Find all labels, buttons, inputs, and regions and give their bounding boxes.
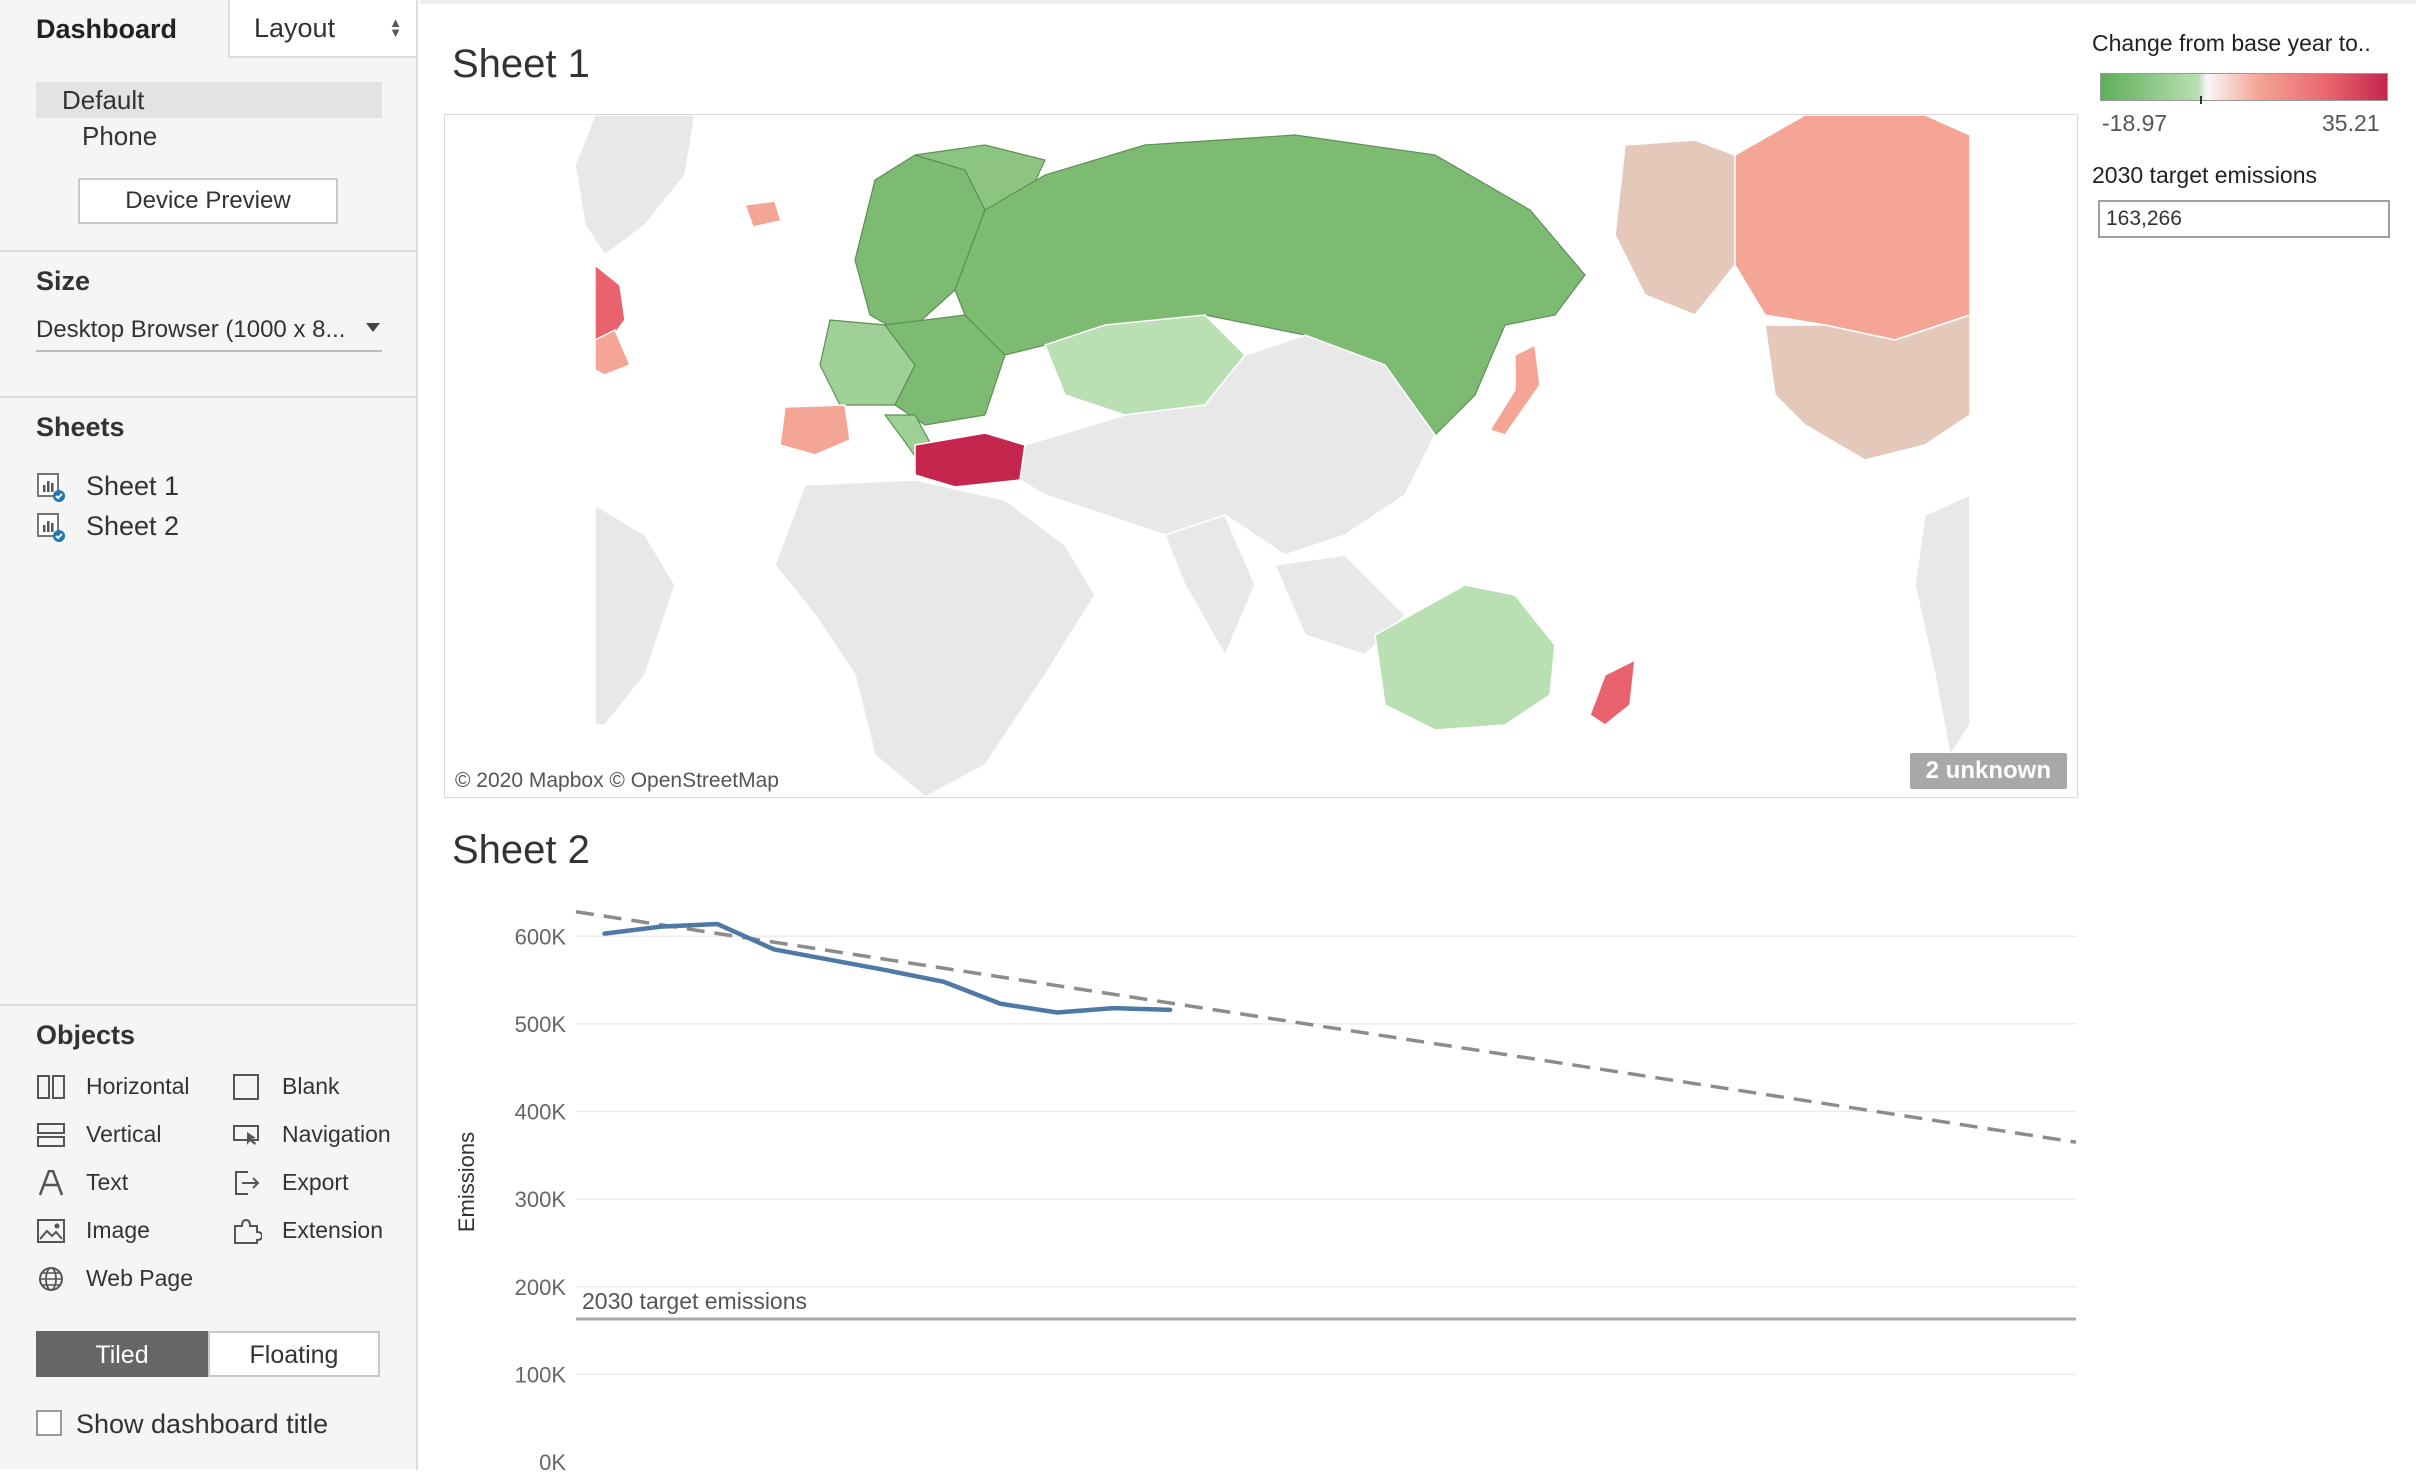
color-legend-midpoint-tick — [2200, 96, 2202, 104]
target-emissions-input[interactable] — [2098, 200, 2390, 238]
color-legend-min: -18.97 — [2102, 110, 2167, 137]
text-icon — [36, 1170, 66, 1196]
map-region-new-zealand — [1590, 660, 1635, 725]
map-region-australia — [1375, 585, 1555, 730]
object-label: Extension — [282, 1210, 383, 1250]
data-point[interactable] — [999, 1002, 1003, 1006]
data-point[interactable] — [1055, 1011, 1059, 1015]
device-phone[interactable]: Phone — [82, 118, 157, 154]
object-label: Image — [86, 1210, 150, 1250]
data-point[interactable] — [1168, 1008, 1172, 1012]
map-region-greenland — [575, 115, 695, 255]
horizontal-container-icon — [36, 1074, 66, 1100]
divider — [0, 396, 418, 398]
floating-toggle[interactable]: Floating — [208, 1331, 380, 1377]
sheet-item-label: Sheet 2 — [86, 506, 179, 546]
y-tick-label: 200K — [515, 1275, 567, 1300]
panel-tabs: Dashboard Layout ▲ ▼ — [0, 0, 418, 58]
series-line-emissions[interactable] — [604, 924, 1170, 1012]
show-dashboard-title-checkbox[interactable] — [36, 1410, 62, 1436]
object-label: Export — [282, 1162, 348, 1202]
sheet2-title: Sheet 2 — [452, 828, 590, 873]
y-tick-label: 300K — [515, 1187, 567, 1212]
object-label: Navigation — [282, 1114, 391, 1154]
image-icon — [36, 1218, 66, 1244]
sheet1-title: Sheet 1 — [452, 42, 590, 87]
device-default[interactable]: Default — [36, 82, 382, 118]
y-tick-label: 100K — [515, 1362, 567, 1387]
choropleth-map[interactable] — [445, 115, 2077, 797]
size-section-title: Size — [36, 266, 90, 297]
line-chart-svg[interactable]: 0K 100K 200K 300K 400K 500K 600K Emissions 203… — [444, 880, 2084, 1470]
dashboard-side-panel: Dashboard Layout ▲ ▼ Default Phone Device… — [0, 0, 418, 1470]
data-point[interactable] — [1112, 1006, 1116, 1010]
sheet2-line-chart[interactable]: 0K 100K 200K 300K 400K 500K 600K Emissions 203… — [444, 880, 2084, 1470]
globe-icon — [36, 1266, 66, 1292]
top-border — [420, 0, 2416, 4]
size-dropdown[interactable]: Desktop Browser (1000 x 8... — [36, 310, 382, 352]
sheet1-map[interactable]: © 2020 Mapbox © OpenStreetMap 2 unknown — [444, 114, 2078, 798]
map-region-south-america — [1915, 495, 1970, 755]
map-region-uk-ireland — [595, 330, 630, 375]
trend-line[interactable] — [576, 912, 2076, 1142]
map-region-japan — [1490, 345, 1540, 435]
object-label: Vertical — [86, 1114, 161, 1154]
data-point[interactable] — [716, 922, 720, 926]
data-point[interactable] — [772, 947, 776, 951]
tab-dashboard[interactable]: Dashboard — [0, 0, 228, 58]
vertical-container-icon — [36, 1122, 66, 1148]
map-region-canada — [1735, 115, 1970, 340]
sheet-item-label: Sheet 1 — [86, 466, 179, 506]
tab-layout-label: Layout — [254, 13, 335, 43]
reference-line-label: 2030 target emissions — [582, 1288, 807, 1314]
worksheet-icon — [36, 512, 66, 542]
map-region-iceland — [745, 201, 781, 227]
map-region-uk-ireland — [595, 265, 625, 340]
object-label: Web Page — [86, 1258, 193, 1298]
y-tick-label: 500K — [515, 1012, 567, 1037]
size-dropdown-value: Desktop Browser (1000 x 8... — [36, 316, 345, 343]
worksheet-icon — [36, 472, 66, 502]
export-icon — [232, 1170, 262, 1196]
unknown-locations-badge[interactable]: 2 unknown — [1910, 753, 2067, 789]
data-point[interactable] — [885, 968, 889, 972]
chevron-down-icon — [366, 323, 380, 332]
data-point[interactable] — [829, 958, 833, 962]
map-region-africa — [775, 480, 1095, 797]
data-point[interactable] — [942, 980, 946, 984]
map-region-spain — [780, 405, 850, 455]
updown-arrows-icon: ▲ ▼ — [389, 18, 402, 38]
blank-icon — [232, 1074, 262, 1100]
map-region-south-asia — [1165, 515, 1255, 655]
parameter-title: 2030 target emissions — [2092, 162, 2317, 189]
sheets-section-title: Sheets — [36, 412, 125, 443]
map-region-alaska — [1615, 140, 1735, 315]
color-legend-gradient — [2100, 73, 2388, 101]
objects-section-title: Objects — [36, 1020, 135, 1051]
tiled-toggle[interactable]: Tiled — [36, 1331, 208, 1377]
object-label: Text — [86, 1162, 128, 1202]
map-attribution: © 2020 Mapbox © OpenStreetMap — [455, 769, 779, 793]
show-dashboard-title-label: Show dashboard title — [76, 1404, 328, 1444]
divider — [0, 1004, 418, 1006]
object-label: Horizontal — [86, 1066, 190, 1106]
y-tick-label: 600K — [515, 924, 567, 949]
y-tick-label: 400K — [515, 1100, 567, 1125]
y-tick-label: 0K — [539, 1450, 566, 1470]
navigation-icon — [232, 1122, 262, 1148]
device-preview-button[interactable]: Device Preview — [78, 178, 338, 224]
extension-icon — [232, 1218, 262, 1244]
y-axis-label: Emissions — [454, 1132, 479, 1232]
object-label: Blank — [282, 1066, 340, 1106]
map-region-turkey — [915, 433, 1025, 487]
divider — [0, 250, 418, 252]
color-legend-max: 35.21 — [2322, 110, 2380, 137]
map-region-usa — [1765, 315, 1970, 460]
data-point[interactable] — [659, 925, 663, 929]
map-region-south-america — [595, 505, 675, 725]
tab-layout[interactable]: Layout ▲ ▼ — [228, 0, 418, 58]
color-legend-title: Change from base year to.. — [2092, 30, 2371, 57]
data-point[interactable] — [602, 932, 606, 936]
